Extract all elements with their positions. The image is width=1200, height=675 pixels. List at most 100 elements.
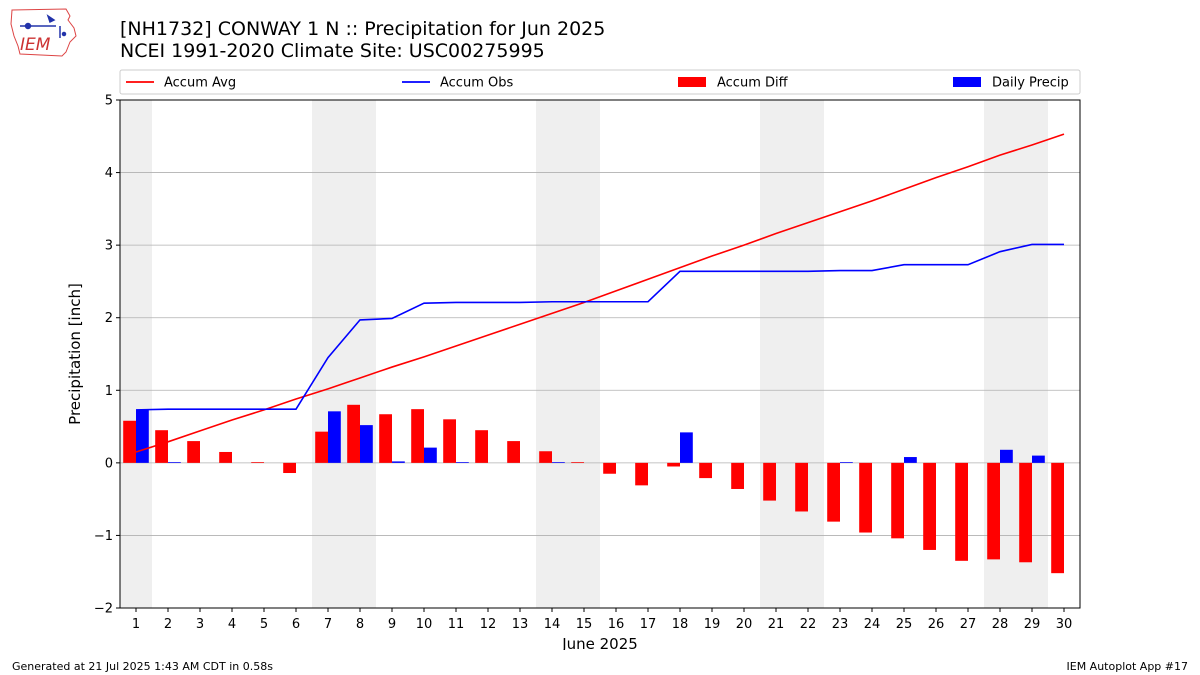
accum-diff-bar bbox=[379, 414, 392, 463]
daily-precip-bar bbox=[1000, 449, 1013, 463]
weekend-band bbox=[536, 100, 568, 608]
accum-diff-bar bbox=[827, 462, 840, 522]
accum-diff-bar bbox=[315, 431, 328, 463]
x-tick-label: 7 bbox=[324, 617, 332, 632]
accum-diff-bar bbox=[1019, 462, 1032, 563]
daily-precip-bar bbox=[136, 409, 149, 463]
y-tick-label: 4 bbox=[105, 166, 113, 181]
daily-precip-bar bbox=[456, 462, 469, 463]
logo-text: IEM bbox=[20, 35, 51, 55]
x-tick-label: 20 bbox=[736, 617, 753, 632]
x-tick-label: 21 bbox=[768, 617, 785, 632]
chart-subtitle: NCEI 1991-2020 Climate Site: USC00275995 bbox=[120, 40, 545, 62]
accum-diff-bar bbox=[411, 409, 424, 463]
iowa-state-outline bbox=[10, 8, 77, 57]
weekend-band bbox=[792, 100, 824, 608]
y-axis-label: Precipitation [inch] bbox=[66, 283, 84, 425]
accum-diff-bar bbox=[795, 462, 808, 512]
x-tick-label: 22 bbox=[800, 617, 817, 632]
x-tick-label: 15 bbox=[576, 617, 593, 632]
y-tick-label: −1 bbox=[94, 529, 113, 544]
x-tick-label: 5 bbox=[260, 617, 268, 632]
accum-obs-line bbox=[135, 243, 1064, 411]
legend: Accum Avg Accum Obs Accum Diff Daily Precip bbox=[119, 69, 1081, 95]
weekend-band bbox=[120, 100, 152, 608]
legend-swatch-bar bbox=[678, 77, 706, 87]
accum-diff-bar bbox=[219, 451, 232, 463]
legend-swatch-bar bbox=[953, 77, 981, 87]
accum-diff-bar bbox=[123, 420, 136, 463]
plot-frame bbox=[119, 99, 1081, 609]
x-tick-label: 9 bbox=[388, 617, 396, 632]
accum-diff-bar bbox=[283, 462, 296, 474]
accum-diff-bar bbox=[571, 462, 584, 463]
accum-diff-bar bbox=[731, 462, 744, 489]
weekend-band bbox=[568, 100, 600, 608]
chart-title: [NH1732] CONWAY 1 N :: Precipitation for… bbox=[120, 18, 606, 40]
x-tick-label: 24 bbox=[864, 617, 881, 632]
y-tick-label: −2 bbox=[94, 602, 113, 617]
accum-diff-bar bbox=[507, 441, 520, 463]
daily-precip-bar bbox=[680, 432, 693, 463]
x-axis-label: June 2025 bbox=[561, 635, 638, 650]
x-tick-label: 19 bbox=[704, 617, 721, 632]
x-tick-label: 25 bbox=[896, 617, 913, 632]
x-tick-label: 26 bbox=[928, 617, 945, 632]
iem-logo: IEM bbox=[10, 8, 77, 57]
x-tick-label: 11 bbox=[448, 617, 465, 632]
accum-diff-bar bbox=[539, 451, 552, 463]
x-tick-label: 27 bbox=[960, 617, 977, 632]
legend-label: Daily Precip bbox=[992, 76, 1069, 91]
accum-diff-bar bbox=[1051, 462, 1064, 574]
legend-label: Accum Diff bbox=[717, 76, 789, 91]
accum-avg-line bbox=[135, 133, 1065, 453]
daily-precip-bar bbox=[840, 462, 853, 463]
x-tick-label: 4 bbox=[228, 617, 236, 632]
accum-diff-bar bbox=[155, 430, 168, 463]
x-tick-label: 23 bbox=[832, 617, 849, 632]
accum-diff-bar bbox=[187, 441, 200, 463]
daily-precip-bar bbox=[552, 462, 565, 463]
accum-diff-bar bbox=[635, 462, 648, 486]
accum-diff-bar bbox=[667, 462, 680, 467]
accum-diff-bar bbox=[763, 462, 776, 501]
x-tick-label: 6 bbox=[292, 617, 300, 632]
x-tick-label: 13 bbox=[512, 617, 529, 632]
weekend-band bbox=[312, 100, 344, 608]
x-tick-label: 30 bbox=[1056, 617, 1073, 632]
accum-diff-bar bbox=[923, 462, 936, 550]
x-tick-label: 1 bbox=[132, 617, 140, 632]
x-tick-label: 2 bbox=[164, 617, 172, 632]
x-tick-label: 16 bbox=[608, 617, 625, 632]
x-tick-label: 14 bbox=[544, 617, 561, 632]
x-tick-label: 3 bbox=[196, 617, 204, 632]
x-tick-label: 17 bbox=[640, 617, 657, 632]
legend-label: Accum Obs bbox=[440, 76, 513, 91]
weekend-band bbox=[344, 100, 376, 608]
accum-diff-bar bbox=[475, 430, 488, 463]
weather-station-icon bbox=[20, 14, 67, 38]
accum-diff-bar bbox=[603, 462, 616, 474]
daily-precip-bar bbox=[1032, 455, 1045, 463]
accum-diff-bar bbox=[955, 462, 968, 561]
daily-precip-bar bbox=[392, 461, 405, 463]
accum-diff-bar bbox=[443, 419, 456, 463]
app-credit: IEM Autoplot App #17 bbox=[1066, 660, 1189, 673]
accum-diff-bar bbox=[891, 462, 904, 539]
x-tick-label: 29 bbox=[1024, 617, 1041, 632]
y-tick-label: 2 bbox=[105, 311, 113, 326]
accum-diff-bar bbox=[699, 462, 712, 479]
daily-precip-bar bbox=[360, 425, 373, 463]
y-tick-label: 0 bbox=[105, 456, 113, 471]
x-tick-label: 8 bbox=[356, 617, 364, 632]
legend-label: Accum Avg bbox=[164, 76, 236, 91]
legend-box bbox=[119, 69, 1081, 95]
accum-diff-bar bbox=[859, 462, 872, 533]
x-tick-label: 12 bbox=[480, 617, 497, 632]
accum-diff-bar bbox=[347, 404, 360, 463]
daily-precip-bar bbox=[168, 462, 181, 463]
accum-diff-bar bbox=[987, 462, 1000, 560]
x-tick-label: 28 bbox=[992, 617, 1009, 632]
x-tick-label: 10 bbox=[416, 617, 433, 632]
accum-diff-bar bbox=[251, 462, 264, 463]
